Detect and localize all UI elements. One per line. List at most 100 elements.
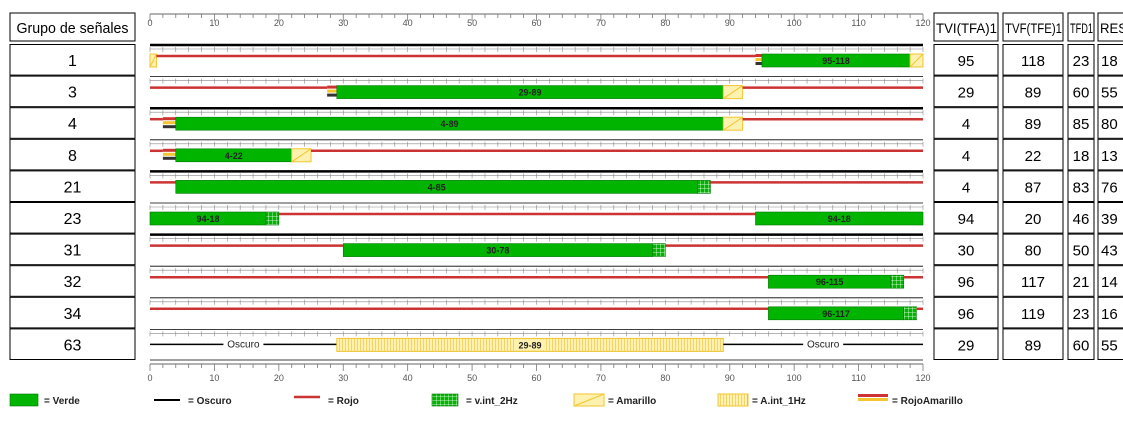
group-cell	[9, 202, 136, 234]
segment-verde	[755, 211, 924, 226]
value-cell	[1067, 170, 1095, 202]
value-label: 23	[1073, 306, 1090, 323]
value-cell	[933, 170, 999, 202]
header-col-label: TVF(TFE)1	[1005, 20, 1062, 36]
legend-swatch-vint	[431, 393, 459, 407]
group-cell	[9, 75, 136, 108]
group-label: 63	[64, 337, 82, 354]
value-label: 117	[1021, 274, 1045, 291]
value-label: 4	[962, 179, 970, 196]
segment-rojoamarillo-dark	[755, 62, 762, 65]
tick-label: 80	[660, 18, 670, 28]
segment-label: 94-18	[196, 214, 219, 224]
tick-label: 20	[274, 373, 284, 383]
value-label: 43	[1101, 243, 1118, 260]
value-label: 39	[1101, 211, 1118, 228]
value-label: 96	[958, 274, 975, 291]
group-label: 21	[64, 179, 82, 196]
group-label: 3	[68, 85, 77, 102]
tick-label: 110	[851, 373, 865, 383]
segment-label: Oscuro	[227, 339, 260, 350]
tick-label: 0	[147, 373, 152, 383]
segment-verde-intermitente	[697, 180, 711, 194]
segment-label: 29-89	[519, 340, 542, 350]
tick-label: 10	[209, 373, 219, 383]
segment-rojoamarillo-red	[755, 54, 762, 57]
tick-label: 90	[725, 373, 735, 383]
value-label: 13	[1101, 148, 1118, 165]
tick-label: 90	[725, 18, 735, 28]
legend-swatch-amarillo-diagonal	[573, 393, 605, 407]
group-cell	[9, 170, 136, 202]
value-label: 60	[1073, 337, 1090, 354]
tick-label: 30	[338, 18, 348, 28]
tick-label: 100	[787, 373, 802, 383]
segment-label: 94-18	[828, 214, 851, 224]
segment-label-bg	[803, 338, 844, 350]
segment-amarillo-diagonal	[291, 148, 312, 163]
segment-label: 4-89	[441, 119, 459, 129]
tick-label: 50	[467, 18, 477, 28]
value-cell	[1097, 138, 1123, 171]
value-cell	[1097, 202, 1123, 234]
header-cell	[1002, 12, 1064, 42]
legend-swatch-aint	[717, 393, 749, 407]
group-label: 34	[64, 306, 82, 323]
value-cell	[1097, 44, 1123, 76]
segment-amarillo-diagonal	[149, 53, 157, 68]
value-label: 30	[958, 243, 975, 260]
tick-label: 0	[147, 18, 152, 28]
value-label: 55	[1101, 337, 1118, 354]
legend-label: = Verde	[44, 396, 80, 407]
segment-rojoamarillo-dark	[162, 156, 176, 160]
value-label: 118	[1021, 53, 1045, 70]
tick-label: 20	[274, 18, 284, 28]
value-cell	[1067, 107, 1095, 139]
value-cell	[933, 107, 999, 139]
value-cell	[933, 328, 999, 360]
value-label: 46	[1073, 211, 1090, 228]
header-cell	[933, 12, 999, 42]
value-cell	[1002, 170, 1064, 202]
group-label: 32	[64, 274, 82, 291]
value-label: 76	[1101, 179, 1118, 196]
value-label: 18	[1101, 53, 1118, 70]
segment-verde-intermitente	[890, 274, 904, 289]
value-label: 29	[958, 85, 975, 102]
value-label: 18	[1073, 148, 1090, 165]
segment-rojoamarillo-yellow	[327, 89, 337, 93]
value-cell	[1002, 202, 1064, 234]
value-cell	[1097, 75, 1123, 108]
value-cell	[1067, 265, 1095, 297]
value-cell	[1097, 170, 1123, 202]
value-cell	[933, 44, 999, 76]
segment-verde-intermitente	[903, 306, 917, 321]
value-cell	[1097, 296, 1123, 329]
tick-label: 50	[467, 373, 477, 383]
header-cell-group	[9, 12, 136, 42]
value-cell	[1067, 138, 1095, 171]
legend-swatch-ra-yellow	[858, 398, 888, 401]
segment-label: 4-85	[428, 182, 446, 192]
header-group-label: Grupo de señales	[17, 20, 129, 37]
value-label: 23	[1073, 53, 1090, 70]
tick-label: 80	[660, 373, 670, 383]
tick-label: 120	[915, 373, 930, 383]
segment-label: 96-115	[816, 277, 844, 287]
value-label: 83	[1073, 179, 1090, 196]
value-label: 119	[1021, 306, 1045, 323]
legend-swatch-ra-red	[858, 394, 888, 397]
value-cell	[1002, 265, 1064, 297]
tick-label: 70	[596, 18, 606, 28]
tick-label: 70	[596, 373, 606, 383]
value-label: 85	[1073, 116, 1090, 133]
segment-label: 30-78	[486, 246, 509, 256]
value-cell	[933, 265, 999, 297]
value-label: 4	[962, 116, 970, 133]
header-cell	[1067, 12, 1095, 42]
value-cell	[933, 75, 999, 108]
value-cell	[933, 202, 999, 234]
group-label: 1	[68, 53, 77, 70]
